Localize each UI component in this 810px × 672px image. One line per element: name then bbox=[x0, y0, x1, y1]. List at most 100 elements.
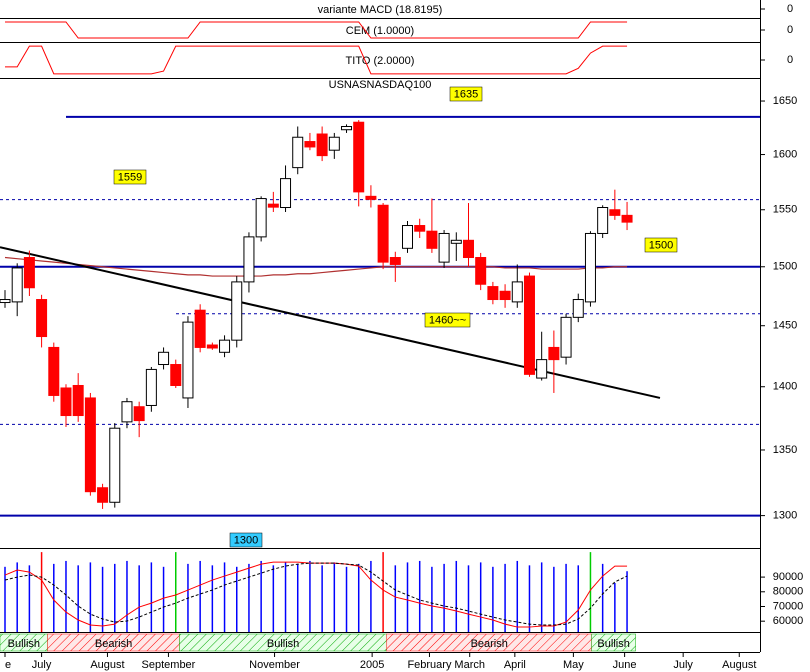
candle-body bbox=[377, 204, 389, 263]
indicator-title: variante MACD (18.8195) bbox=[318, 4, 443, 16]
moving-average bbox=[4, 256, 628, 277]
level-label-box bbox=[113, 169, 147, 185]
candle-body bbox=[206, 344, 218, 349]
trend-line bbox=[0, 246, 661, 399]
candle-body bbox=[511, 281, 523, 303]
candle-body bbox=[97, 487, 109, 503]
candle-body bbox=[353, 121, 365, 193]
candle-body bbox=[60, 387, 72, 417]
candle-body bbox=[414, 225, 426, 232]
candle-body bbox=[255, 198, 267, 238]
level-label: 1300 bbox=[234, 534, 258, 546]
y-tick-label: 0 bbox=[787, 24, 793, 36]
regime-band bbox=[591, 633, 636, 652]
indicator-line bbox=[5, 45, 628, 75]
level-label: 1500 bbox=[649, 239, 673, 251]
x-tick-label: September bbox=[142, 659, 196, 671]
candle-body bbox=[365, 195, 377, 200]
candle-body bbox=[219, 339, 231, 353]
candle-body bbox=[133, 406, 145, 422]
x-tick-label: August bbox=[90, 659, 124, 671]
y-tick-label: 1300 bbox=[773, 510, 797, 522]
candle-body bbox=[475, 257, 487, 285]
candle-body bbox=[609, 209, 621, 216]
x-tick-label: April bbox=[504, 659, 526, 671]
x-tick-label: June bbox=[613, 659, 637, 671]
x-tick-label: May bbox=[563, 659, 584, 671]
level-label: 1559 bbox=[118, 171, 142, 183]
y-tick-label: 1650 bbox=[773, 95, 797, 107]
x-tick-label: August bbox=[722, 659, 756, 671]
candle-body bbox=[462, 239, 474, 259]
candle-body bbox=[572, 299, 584, 318]
level-label-box bbox=[424, 312, 471, 328]
x-tick-label: July bbox=[32, 659, 52, 671]
candle-body bbox=[316, 133, 328, 157]
candle-body bbox=[523, 275, 535, 375]
candle-body bbox=[341, 126, 353, 131]
y-tick-label: 1550 bbox=[773, 204, 797, 216]
regime-label: Bullish bbox=[267, 638, 299, 650]
candle-body bbox=[48, 346, 60, 396]
candle-body bbox=[328, 136, 340, 151]
candle-body bbox=[243, 236, 255, 283]
level-label-box bbox=[229, 532, 263, 548]
candle-body bbox=[548, 346, 560, 361]
regime-label: Bearish bbox=[471, 638, 508, 650]
indicator-title: TITO (2.0000) bbox=[346, 55, 415, 67]
candle-body bbox=[121, 401, 133, 423]
y-tick-label: 90000 bbox=[773, 571, 804, 583]
candle-body bbox=[23, 257, 35, 289]
candle-body bbox=[536, 359, 548, 379]
candle-body bbox=[194, 309, 206, 348]
regime-label: Bullish bbox=[597, 638, 629, 650]
candle-body bbox=[11, 267, 23, 303]
regime-label: Bearish bbox=[95, 638, 132, 650]
candle-body bbox=[170, 364, 182, 386]
candle-body bbox=[0, 299, 11, 304]
level-label-box bbox=[449, 86, 483, 102]
y-tick-label: 1600 bbox=[773, 148, 797, 160]
candle-body bbox=[292, 136, 304, 169]
candle-body bbox=[158, 351, 170, 366]
candle-body bbox=[438, 232, 450, 263]
x-tick-label: 2005 bbox=[360, 659, 384, 671]
candle-body bbox=[597, 207, 609, 234]
candle-body bbox=[231, 281, 243, 341]
candle-body bbox=[280, 178, 292, 209]
x-tick-label: November bbox=[249, 659, 300, 671]
candle-body bbox=[84, 397, 96, 493]
y-tick-label: 1350 bbox=[773, 444, 797, 456]
candle-body bbox=[426, 230, 438, 249]
level-label: 1635 bbox=[454, 88, 478, 100]
y-tick-label: 1500 bbox=[773, 261, 797, 273]
chart-title: USNASNASDAQ100 bbox=[329, 79, 432, 91]
oscillator-line bbox=[4, 562, 628, 626]
candle-body bbox=[402, 225, 414, 249]
candle-body bbox=[145, 368, 157, 406]
indicator-title: CEM (1.0000) bbox=[346, 25, 414, 37]
candle-body bbox=[36, 299, 48, 338]
candle-body bbox=[182, 321, 194, 399]
candle-body bbox=[304, 141, 316, 148]
y-tick-label: 80000 bbox=[773, 586, 804, 598]
y-tick-label: 60000 bbox=[773, 615, 804, 627]
frame bbox=[0, 0, 761, 653]
candle-body bbox=[389, 257, 401, 265]
x-tick-label: February bbox=[407, 659, 452, 671]
y-tick-label: 0 bbox=[787, 3, 793, 15]
candle-body bbox=[109, 427, 121, 503]
candle-body bbox=[267, 203, 279, 208]
y-tick-label: 1450 bbox=[773, 320, 797, 332]
x-tick-label: March bbox=[454, 659, 485, 671]
x-tick-label: July bbox=[673, 659, 693, 671]
y-tick-label: 1400 bbox=[773, 381, 797, 393]
y-tick-label: 70000 bbox=[773, 600, 804, 612]
regime-label: Bullish bbox=[8, 638, 40, 650]
candle-body bbox=[487, 286, 499, 301]
y-tick-label: 0 bbox=[787, 54, 793, 66]
candle-body bbox=[584, 232, 596, 303]
candle-body bbox=[450, 239, 462, 244]
indicator-line bbox=[5, 21, 628, 39]
